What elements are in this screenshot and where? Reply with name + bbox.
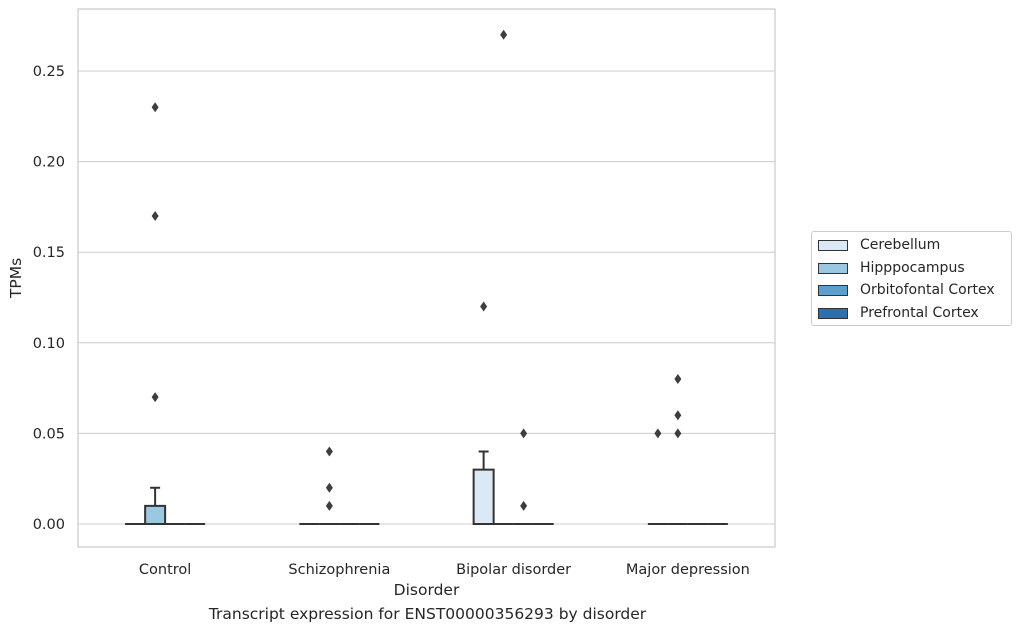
legend-item-hippocampus: Hipppocampus <box>818 259 965 277</box>
y-tick-label: 0.10 <box>33 336 65 352</box>
legend-label: Orbitofontal Cortex <box>860 282 995 298</box>
box <box>144 504 167 526</box>
legend-swatch <box>818 284 848 296</box>
outlier-marker <box>674 374 682 385</box>
chart-caption: Transcript expression for ENST0000035629… <box>208 605 647 623</box>
outlier-marker <box>325 482 333 493</box>
plot-frame <box>77 8 776 548</box>
outlier-marker <box>325 500 333 511</box>
box <box>472 468 495 526</box>
outlier-marker <box>151 210 159 221</box>
x-axis-label: Disorder <box>394 581 460 599</box>
x-tick-labels: Control Schizophrenia Bipolar disorder Majo… <box>139 562 750 578</box>
y-tick-label: 0.00 <box>33 517 65 533</box>
boxes <box>125 450 728 526</box>
y-tick-label: 0.15 <box>33 245 65 261</box>
legend-label: Hipppocampus <box>860 260 965 276</box>
legend-swatch <box>818 307 848 319</box>
grid-lines <box>78 70 775 525</box>
legend-label: Prefrontal Cortex <box>860 305 979 321</box>
legend-swatch <box>818 262 848 274</box>
legend-item-prefrontal-cortex: Prefrontal Cortex <box>818 304 979 322</box>
y-tick-label: 0.25 <box>33 64 65 80</box>
x-tick-label: Bipolar disorder <box>456 562 571 578</box>
outlier-marker <box>500 29 508 40</box>
outlier-marker <box>520 500 528 511</box>
legend-label: Cerebellum <box>860 237 941 253</box>
outlier-marker <box>654 428 662 439</box>
outlier-marker <box>480 301 488 312</box>
y-tick-label: 0.20 <box>33 155 65 171</box>
outlier-marker <box>151 392 159 403</box>
outliers <box>151 29 682 511</box>
x-tick-label: Major depression <box>626 562 750 578</box>
outlier-marker <box>151 102 159 113</box>
legend-item-orbitofrontal-cortex: Orbitofontal Cortex <box>818 281 995 299</box>
outlier-marker <box>674 410 682 421</box>
legend-swatch <box>818 239 848 251</box>
outlier-marker <box>674 428 682 439</box>
legend-item-cerebellum: Cerebellum <box>818 236 940 254</box>
x-tick-label: Control <box>139 562 191 578</box>
y-axis-label: TPMs <box>7 258 25 299</box>
y-tick-labels: 0.00 0.05 0.10 0.15 0.20 0.25 <box>33 64 65 533</box>
x-tick-label: Schizophrenia <box>288 562 390 578</box>
outlier-marker <box>520 428 528 439</box>
outlier-marker <box>325 446 333 457</box>
y-tick-label: 0.05 <box>33 426 65 442</box>
legend: Cerebellum Hipppocampus Orbitofontal Cor… <box>811 231 1012 326</box>
